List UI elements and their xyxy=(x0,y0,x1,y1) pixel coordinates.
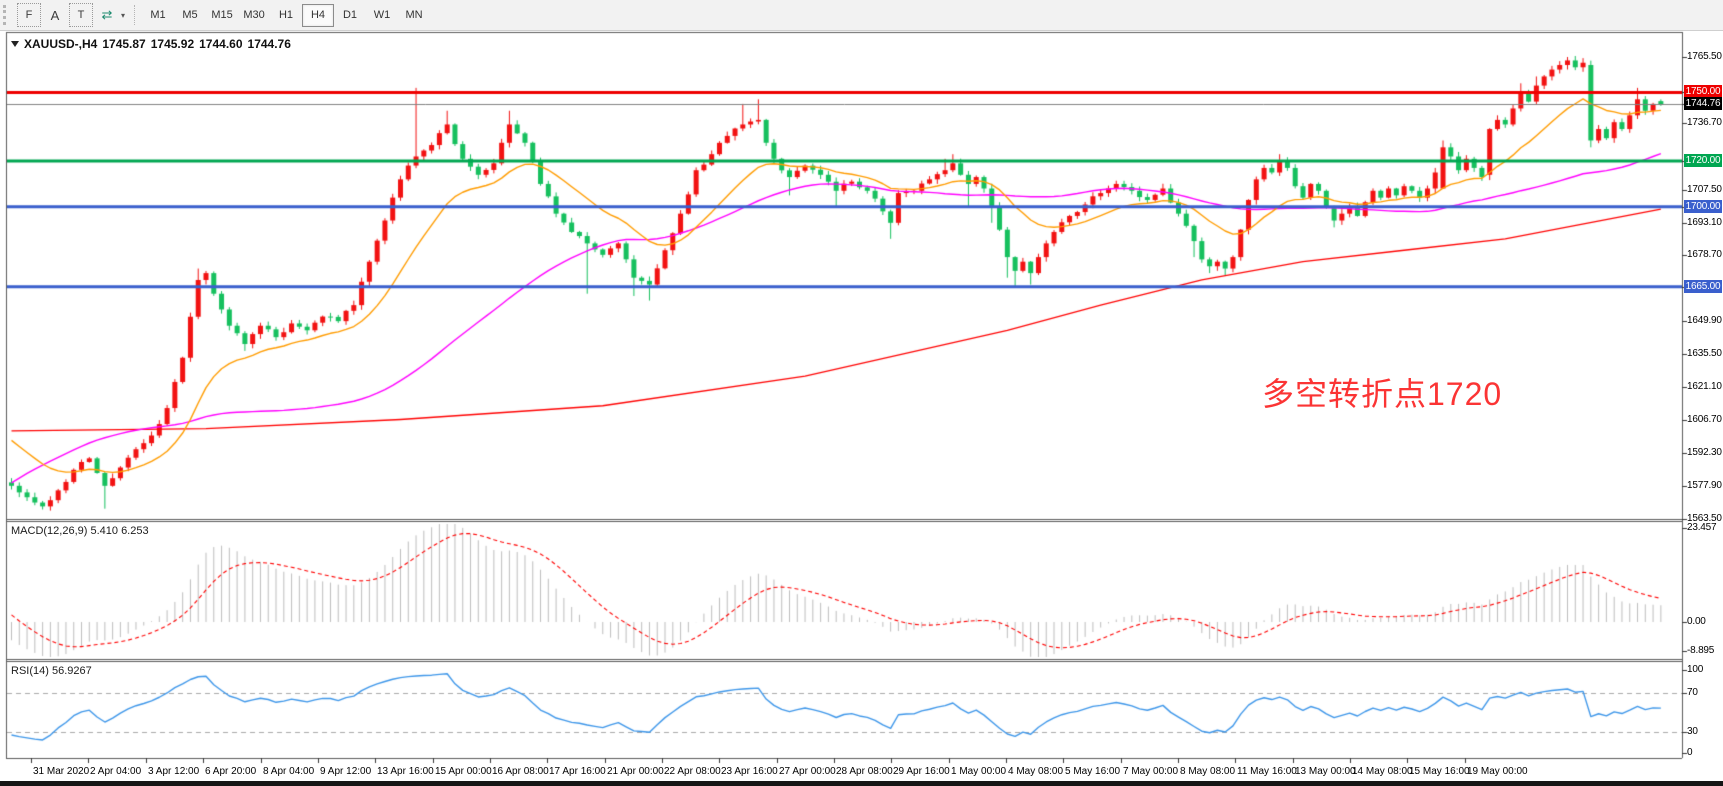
price-badge: 1700.00 xyxy=(1684,200,1722,213)
time-tick-label: 17 Apr 16:00 xyxy=(549,766,606,777)
timeframe-buttons: M1 M5 M15 M30 H1 H4 D1 W1 MN xyxy=(142,3,430,27)
time-tick-label: 13 Apr 16:00 xyxy=(377,766,434,777)
timeframe-button-m30[interactable]: M30 xyxy=(243,9,265,21)
time-tick-label: 6 Apr 20:00 xyxy=(205,766,257,777)
time-tick-label: 23 Apr 16:00 xyxy=(721,766,778,777)
rsi-tick-label: 0 xyxy=(1687,747,1693,758)
time-tick-label: 31 Mar 2020 xyxy=(33,766,90,777)
timeframe-button-m15[interactable]: M15 xyxy=(211,9,233,21)
price-low: 1744.60 xyxy=(199,37,243,51)
text-label-icon[interactable]: A xyxy=(50,7,60,23)
time-tick-label: 15 Apr 00:00 xyxy=(435,766,492,777)
symbol-info-line: XAUUSD-,H4 1745.87 1745.92 1744.60 1744.… xyxy=(11,37,291,51)
timeframe-button-w1[interactable]: W1 xyxy=(373,9,391,21)
price-chart-canvas[interactable] xyxy=(0,31,1723,786)
price-tick-label: 1592.30 xyxy=(1687,447,1722,458)
bottom-status-bar xyxy=(0,781,1723,786)
toolbar: F A T ⇄ ▾ M1 M5 M15 M30 H1 H4 D1 W1 MN xyxy=(0,0,1723,31)
price-tick-label: 1707.50 xyxy=(1687,184,1722,195)
time-tick-label: 14 May 08:00 xyxy=(1352,766,1413,777)
toolbar-drag-handle[interactable] xyxy=(3,5,12,25)
price-badge: 1720.00 xyxy=(1684,154,1722,167)
chart-annotation-text[interactable]: 多空转折点1720 xyxy=(1262,376,1503,412)
price-tick-label: 1693.10 xyxy=(1687,217,1722,228)
price-high: 1745.92 xyxy=(150,37,195,51)
price-tick-label: 1736.70 xyxy=(1687,117,1722,128)
macd-tick-label: -8.895 xyxy=(1687,645,1715,656)
macd-values: 5.410 6.253 xyxy=(90,525,149,537)
timeframe-button-h4[interactable]: H4 xyxy=(302,3,335,27)
macd-tick-label: 23.457 xyxy=(1687,522,1717,533)
price-badge: 1750.00 xyxy=(1684,85,1722,98)
time-tick-label: 16 Apr 08:00 xyxy=(492,766,549,777)
time-tick-label: 29 Apr 16:00 xyxy=(893,766,950,777)
time-tick-label: 9 Apr 12:00 xyxy=(320,766,372,777)
text-box-icon[interactable]: T xyxy=(69,3,93,27)
time-tick-label: 8 May 08:00 xyxy=(1180,766,1236,777)
timeframe-button-m1[interactable]: M1 xyxy=(150,9,166,21)
price-close: 1744.76 xyxy=(247,37,291,51)
price-tick-label: 1765.50 xyxy=(1687,51,1722,62)
price-open: 1745.87 xyxy=(102,37,146,51)
time-tick-label: 22 Apr 08:00 xyxy=(664,766,721,777)
time-tick-label: 4 May 08:00 xyxy=(1008,766,1064,777)
status-bar-segment xyxy=(0,781,1723,786)
rsi-tick-label: 70 xyxy=(1687,687,1698,698)
price-tick-label: 1678.70 xyxy=(1687,249,1722,260)
tool-buttons: F A T ⇄ xyxy=(16,3,120,27)
price-tick-label: 1649.90 xyxy=(1687,315,1722,326)
time-tick-label: 11 May 16:00 xyxy=(1237,766,1297,777)
time-tick-label: 5 May 16:00 xyxy=(1065,766,1121,777)
price-tick-label: 1635.50 xyxy=(1687,348,1722,359)
time-tick-label: 19 May 00:00 xyxy=(1467,766,1528,777)
timeframe-button-d1[interactable]: D1 xyxy=(342,9,358,21)
timeframe-button-h1[interactable]: H1 xyxy=(278,9,294,21)
symbol-title: XAUUSD-,H4 xyxy=(24,37,98,51)
indicator-grid-icon[interactable]: F xyxy=(17,3,41,27)
timeframe-button-m5[interactable]: M5 xyxy=(182,9,198,21)
timeframe-button-mn[interactable]: MN xyxy=(405,9,423,21)
macd-label: MACD(12,26,9) 5.410 6.253 xyxy=(11,525,149,537)
chevron-down-icon[interactable]: ▾ xyxy=(121,10,126,20)
macd-tick-label: 0.00 xyxy=(1687,616,1706,627)
time-tick-label: 21 Apr 00:00 xyxy=(607,766,664,777)
time-tick-label: 13 May 00:00 xyxy=(1295,766,1356,777)
price-tick-label: 1577.90 xyxy=(1687,480,1722,491)
time-tick-label: 3 Apr 12:00 xyxy=(148,766,200,777)
rsi-value: 56.9267 xyxy=(51,665,92,677)
time-tick-label: 15 May 16:00 xyxy=(1409,766,1470,777)
cycle-arrows-icon[interactable]: ⇄ xyxy=(101,7,113,22)
symbol-dropdown-icon[interactable] xyxy=(11,41,19,47)
time-tick-label: 2 Apr 04:00 xyxy=(90,766,142,777)
price-badge: 1665.00 xyxy=(1684,280,1722,293)
time-tick-label: 7 May 00:00 xyxy=(1123,766,1179,777)
time-tick-label: 1 May 00:00 xyxy=(951,766,1007,777)
rsi-tick-label: 30 xyxy=(1687,726,1698,737)
toolbar-separator xyxy=(134,5,136,25)
rsi-tick-label: 100 xyxy=(1687,664,1704,675)
time-tick-label: 27 Apr 00:00 xyxy=(779,766,836,777)
time-tick-label: 28 Apr 08:00 xyxy=(836,766,893,777)
price-tick-label: 1606.70 xyxy=(1687,414,1722,425)
price-badge: 1744.76 xyxy=(1684,97,1722,110)
price-tick-label: 1621.10 xyxy=(1687,381,1722,392)
rsi-label: RSI(14) 56.9267 xyxy=(11,665,92,677)
price-tick-label: 1563.50 xyxy=(1687,513,1722,524)
time-tick-label: 8 Apr 04:00 xyxy=(263,766,315,777)
